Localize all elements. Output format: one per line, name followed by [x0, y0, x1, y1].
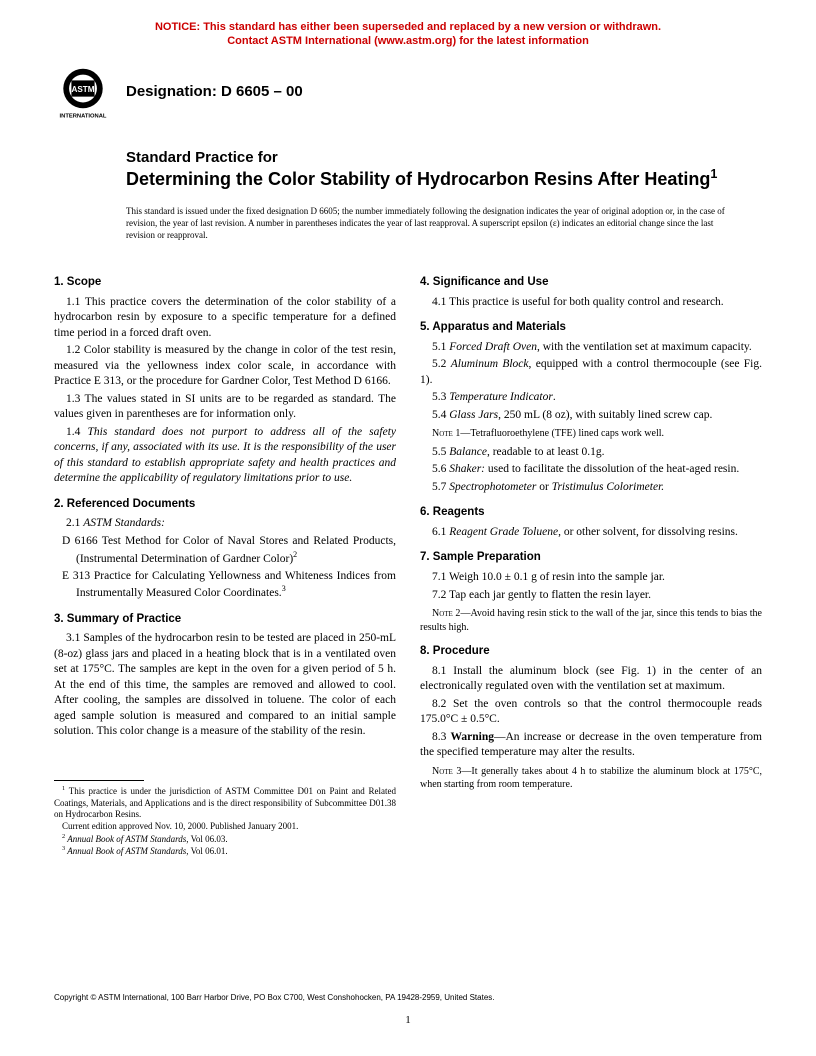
- body-columns: 1. Scope 1.1 This practice covers the de…: [54, 265, 762, 858]
- notice-banner: NOTICE: This standard has either been su…: [54, 20, 762, 49]
- para-5-6: 5.6 Shaker: used to facilitate the disso…: [420, 462, 762, 478]
- section-4-head: 4. Significance and Use: [420, 275, 762, 291]
- para-7-1: 7.1 Weigh 10.0 ± 0.1 g of resin into the…: [420, 570, 762, 586]
- section-5-head: 5. Apparatus and Materials: [420, 320, 762, 336]
- astm-logo-icon: ASTM INTERNATIONAL: [54, 63, 112, 121]
- para-5-2: 5.2 Aluminum Block, equipped with a cont…: [420, 357, 762, 388]
- issuance-note: This standard is issued under the fixed …: [126, 205, 732, 241]
- footnote-1b: Current edition approved Nov. 10, 2000. …: [54, 821, 396, 833]
- footnote-2: 2 Annual Book of ASTM Standards, Vol 06.…: [54, 833, 396, 846]
- copyright: Copyright © ASTM International, 100 Barr…: [54, 993, 762, 1002]
- svg-text:INTERNATIONAL: INTERNATIONAL: [60, 113, 107, 119]
- para-5-7: 5.7 Spectrophotometer or Tristimulus Col…: [420, 480, 762, 496]
- footnote-1: 1 This practice is under the jurisdictio…: [54, 785, 396, 821]
- right-column: 4. Significance and Use 4.1 This practic…: [420, 265, 762, 858]
- section-8-head: 8. Procedure: [420, 644, 762, 660]
- ref-e313: E 313 Practice for Calculating Yellownes…: [62, 569, 396, 602]
- para-7-2: 7.2 Tap each jar gently to flatten the r…: [420, 588, 762, 604]
- designation: Designation: D 6605 – 00: [126, 83, 303, 100]
- page-number: 1: [0, 1014, 816, 1026]
- svg-text:ASTM: ASTM: [72, 85, 95, 94]
- notice-line2: Contact ASTM International (www.astm.org…: [227, 35, 589, 47]
- para-8-1: 8.1 Install the aluminum block (see Fig.…: [420, 664, 762, 695]
- section-7-head: 7. Sample Preparation: [420, 550, 762, 566]
- ref-d6166: D 6166 Test Method for Color of Naval St…: [62, 534, 396, 567]
- note-2: Note 2—Avoid having resin stick to the w…: [420, 607, 762, 634]
- notice-line1: NOTICE: This standard has either been su…: [155, 21, 661, 33]
- para-5-4: 5.4 Glass Jars, 250 mL (8 oz), with suit…: [420, 408, 762, 424]
- para-3-1: 3.1 Samples of the hydrocarbon resin to …: [54, 631, 396, 740]
- para-5-5: 5.5 Balance, readable to at least 0.1g.: [420, 445, 762, 461]
- para-2-1: 2.1 ASTM Standards:: [54, 516, 396, 532]
- section-6-head: 6. Reagents: [420, 505, 762, 521]
- section-2-head: 2. Referenced Documents: [54, 497, 396, 513]
- footnote-3: 3 Annual Book of ASTM Standards, Vol 06.…: [54, 845, 396, 858]
- para-8-3: 8.3 Warning—An increase or decrease in t…: [420, 730, 762, 761]
- section-1-head: 1. Scope: [54, 275, 396, 291]
- note-1: Note 1—Tetrafluoroethylene (TFE) lined c…: [420, 427, 762, 441]
- para-5-1: 5.1 Forced Draft Oven, with the ventilat…: [420, 340, 762, 356]
- para-1-2: 1.2 Color stability is measured by the c…: [54, 343, 396, 390]
- para-1-1: 1.1 This practice covers the determinati…: [54, 295, 396, 342]
- header-row: ASTM INTERNATIONAL Designation: D 6605 –…: [54, 63, 762, 121]
- title-block: Standard Practice for Determining the Co…: [126, 149, 762, 191]
- title-pretext: Standard Practice for: [126, 149, 762, 168]
- para-5-3: 5.3 Temperature Indicator.: [420, 390, 762, 406]
- para-1-4: 1.4 This standard does not purport to ad…: [54, 425, 396, 487]
- footnote-rule: [54, 780, 144, 781]
- title-main: Determining the Color Stability of Hydro…: [126, 167, 762, 191]
- para-4-1: 4.1 This practice is useful for both qua…: [420, 295, 762, 311]
- note-3: Note 3—It generally takes about 4 h to s…: [420, 765, 762, 792]
- para-6-1: 6.1 Reagent Grade Toluene, or other solv…: [420, 525, 762, 541]
- para-1-3: 1.3 The values stated in SI units are to…: [54, 392, 396, 423]
- left-column: 1. Scope 1.1 This practice covers the de…: [54, 265, 396, 858]
- section-3-head: 3. Summary of Practice: [54, 612, 396, 628]
- para-8-2: 8.2 Set the oven controls so that the co…: [420, 697, 762, 728]
